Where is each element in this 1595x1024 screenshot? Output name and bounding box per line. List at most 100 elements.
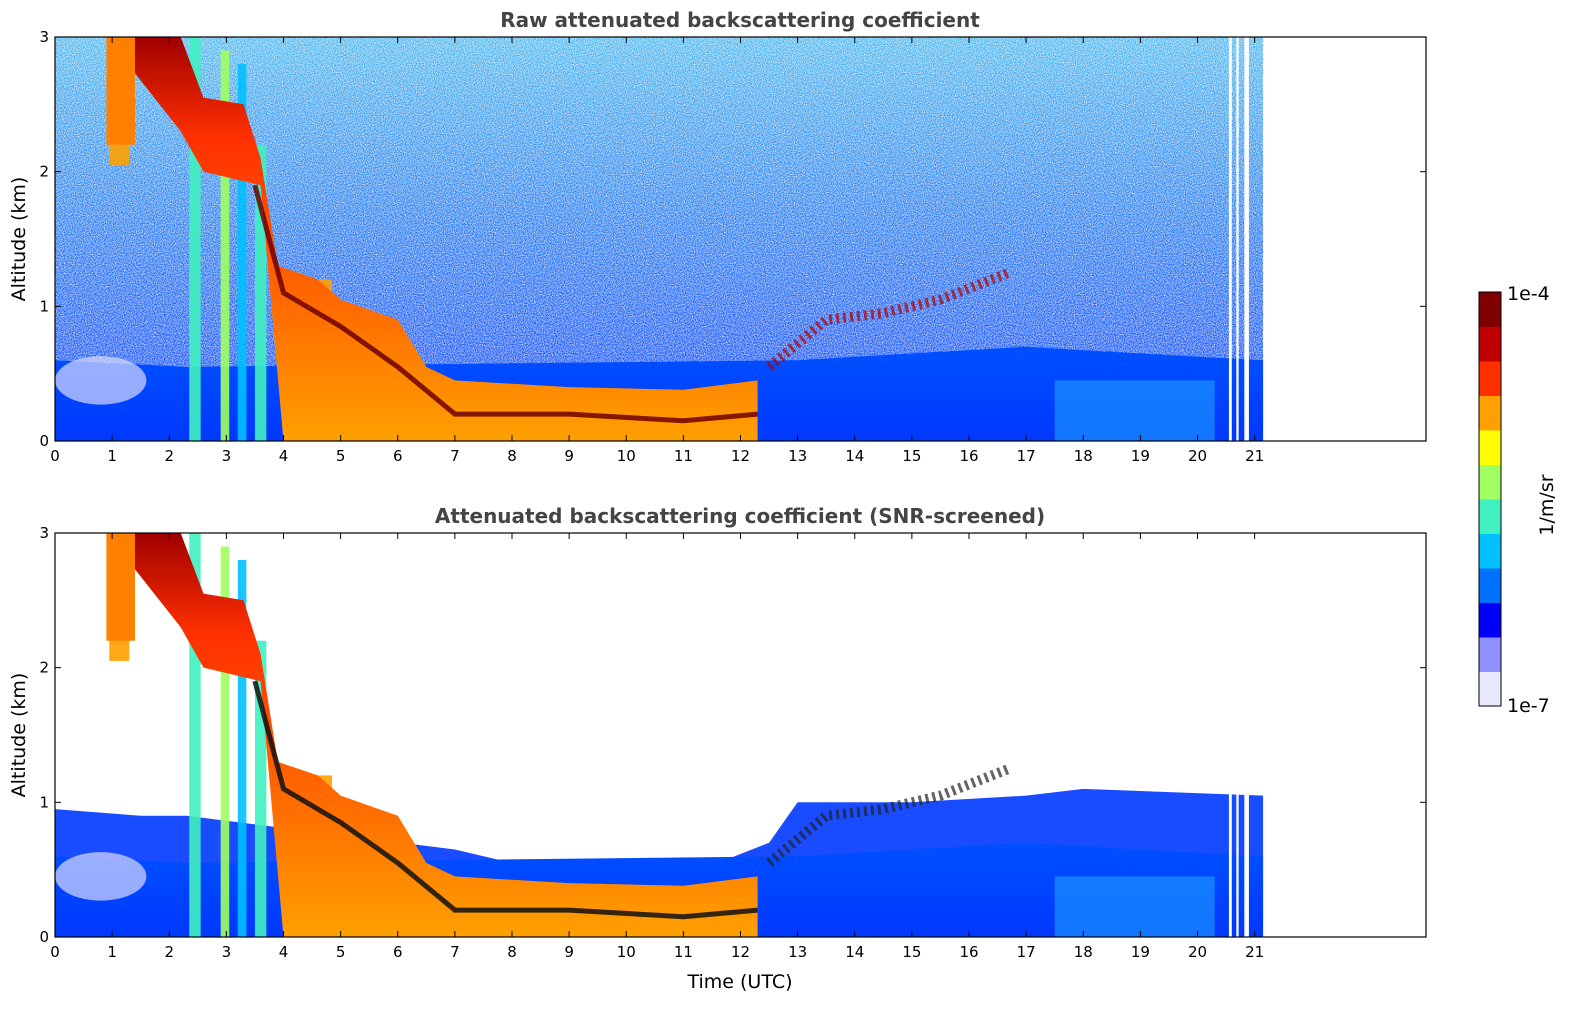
- chart-title-screened: Attenuated backscattering coefficient (S…: [435, 504, 1045, 528]
- x-tick-label: 2: [164, 943, 174, 961]
- fall-streak: [237, 559, 247, 937]
- fall-streak: [189, 37, 201, 441]
- x-tick-label: 3: [222, 447, 232, 465]
- fall-streak: [189, 533, 201, 937]
- data-gap: [1236, 37, 1239, 441]
- y-ticks-raw: 0 1 2 3: [39, 28, 1426, 450]
- x-tick-label: 14: [845, 447, 864, 465]
- upper-cloud-layer: [765, 268, 1011, 371]
- panel-screened: Attenuated backscattering coefficient (S…: [8, 504, 1427, 993]
- x-tick-label: 1: [107, 447, 117, 465]
- cloud-layer: [106, 533, 758, 937]
- morning-weak-region: [55, 356, 147, 405]
- x-tick-label: 4: [279, 943, 289, 961]
- sky-noise: [55, 37, 1264, 401]
- x-tick-label: 9: [564, 943, 574, 961]
- fall-streak: [254, 144, 267, 441]
- x-tick-label: 5: [336, 447, 346, 465]
- x-tick-label: 21: [1245, 943, 1264, 961]
- x-tick-label: 16: [959, 447, 978, 465]
- data-gap: [1228, 533, 1232, 937]
- heatmap-screened: [55, 533, 1426, 937]
- x-tick-label: 21: [1245, 447, 1264, 465]
- y-tick-label: 3: [39, 28, 49, 46]
- y-axis-label-raw: Altitude (km): [8, 177, 30, 302]
- x-axis-label: Time (UTC): [686, 971, 792, 993]
- y-tick-label: 1: [39, 793, 49, 811]
- colorbar-band: [1479, 533, 1501, 569]
- boundary-layer-light: [1054, 380, 1215, 441]
- x-tick-label: 17: [1017, 943, 1036, 961]
- x-tick-label: 18: [1074, 447, 1093, 465]
- colorbar-band: [1479, 499, 1501, 534]
- colorbar-max-label: 1e-4: [1507, 283, 1550, 305]
- colorbar-frame: [1478, 291, 1502, 707]
- x-tick-label: 15: [902, 943, 921, 961]
- x-tick-label: 20: [1188, 943, 1207, 961]
- x-tick-label: 1: [107, 943, 117, 961]
- colorbar-unit-label: 1/m/sr: [1536, 474, 1558, 535]
- fall-streak: [220, 50, 230, 441]
- chart-title-raw: Raw attenuated backscattering coefficien…: [500, 8, 980, 32]
- colorbar-band: [1479, 637, 1501, 672]
- fall-streak: [254, 640, 267, 937]
- colorbar-band: [1479, 395, 1501, 431]
- boundary-layer-light: [1054, 876, 1215, 937]
- x-tick-label: 6: [393, 943, 403, 961]
- y-tick-label: 0: [39, 928, 49, 946]
- y-tick-label: 0: [39, 432, 49, 450]
- morning-weak-region: [55, 852, 147, 901]
- colorbar-band: [1479, 568, 1501, 603]
- data-gap: [1244, 533, 1249, 937]
- heatmap-screened-layers: [55, 533, 1426, 937]
- x-tick-label: 13: [788, 943, 807, 961]
- x-tick-label: 12: [731, 943, 750, 961]
- upper-cloud-early: [106, 37, 135, 145]
- panel-raw: Raw attenuated backscattering coefficien…: [8, 8, 1427, 465]
- data-gap: [1228, 37, 1232, 441]
- heatmap-raw-layers: [55, 37, 1426, 441]
- x-ticks-screened: 0 1 2 3 4 5 6 7 8 9 10 11 12 13 14 15 16 17 18 19 20 21: [50, 533, 1264, 961]
- x-ticks-raw: 0 1 2 3 4 5 6 7 8 9 10 11 12 13 14 15 16 17 18 19 20 21: [50, 37, 1264, 465]
- x-tick-label: 6: [393, 447, 403, 465]
- data-gap: [1236, 533, 1239, 937]
- x-tick-label: 11: [674, 447, 693, 465]
- colorbar-band: [1479, 361, 1501, 396]
- y-tick-label: 2: [39, 163, 49, 181]
- x-tick-label: 4: [279, 447, 289, 465]
- x-tick-label: 10: [617, 943, 636, 961]
- colorbar-min-label: 1e-7: [1507, 695, 1550, 717]
- colorbar-band: [1479, 326, 1501, 362]
- y-tick-label: 3: [39, 524, 49, 542]
- x-tick-label: 11: [674, 943, 693, 961]
- data-gap: [1244, 37, 1249, 441]
- x-tick-label: 8: [507, 943, 517, 961]
- x-tick-label: 5: [336, 943, 346, 961]
- x-tick-label: 16: [959, 943, 978, 961]
- x-tick-label: 0: [50, 447, 60, 465]
- cloud-base-line: [252, 680, 758, 920]
- y-ticks-screened: 0 1 2 3: [39, 524, 1426, 946]
- colorbar-band: [1479, 464, 1501, 500]
- colorbar: 1e-4 1e-7 1/m/sr: [1478, 283, 1558, 717]
- cloud-layer: [106, 37, 758, 441]
- fall-streak: [220, 546, 230, 937]
- x-tick-label: 8: [507, 447, 517, 465]
- x-tick-label: 3: [222, 943, 232, 961]
- x-tick-label: 10: [617, 447, 636, 465]
- y-tick-label: 2: [39, 659, 49, 677]
- x-tick-label: 9: [564, 447, 574, 465]
- x-tick-label: 13: [788, 447, 807, 465]
- y-tick-label: 1: [39, 297, 49, 315]
- x-tick-label: 19: [1131, 447, 1150, 465]
- x-tick-label: 18: [1074, 943, 1093, 961]
- y-axis-label-screened: Altitude (km): [8, 673, 30, 798]
- colorbar-band: [1479, 602, 1501, 638]
- x-tick-label: 2: [164, 447, 174, 465]
- colorbar-band: [1479, 430, 1501, 465]
- x-tick-label: 17: [1017, 447, 1036, 465]
- fall-streak: [237, 63, 247, 441]
- colorbar-bands: [1479, 292, 1501, 707]
- heatmap-raw: [55, 37, 1426, 441]
